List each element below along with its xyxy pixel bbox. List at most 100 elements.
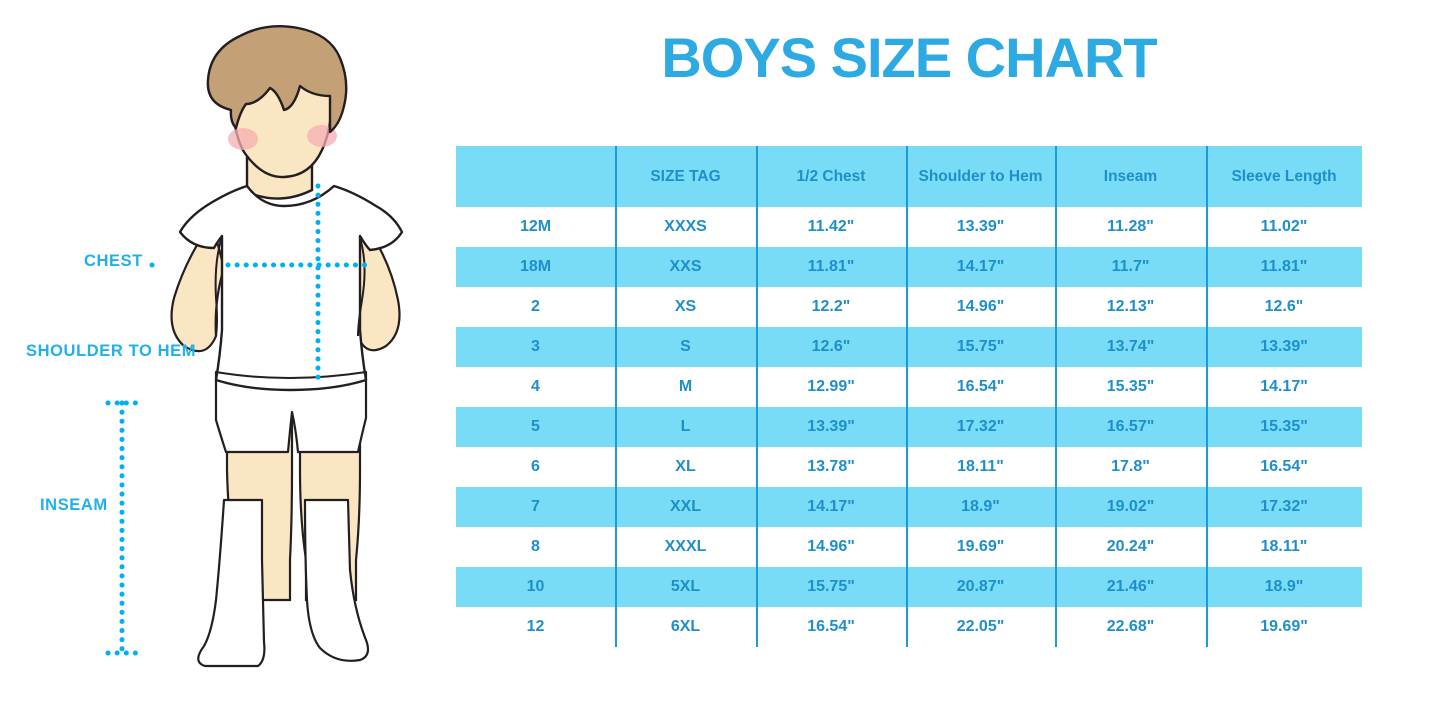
cell-half-chest: 12.99" [756, 367, 906, 407]
column-divider [756, 146, 758, 647]
column-divider [1206, 146, 1208, 647]
table-row: 6 XL 13.78" 18.11" 17.8" 16.54" [456, 447, 1362, 487]
cell-age: 12 [456, 607, 615, 647]
table-row: 12 6XL 16.54" 22.05" 22.68" 19.69" [456, 607, 1362, 647]
cell-age: 3 [456, 327, 615, 367]
table-row: 3 S 12.6" 15.75" 13.74" 13.39" [456, 327, 1362, 367]
table-row: 4 M 12.99" 16.54" 15.35" 14.17" [456, 367, 1362, 407]
cell-half-chest: 12.6" [756, 327, 906, 367]
cell-shoulder-to-hem: 18.9" [906, 487, 1055, 527]
cell-age: 10 [456, 567, 615, 607]
cell-age: 18M [456, 247, 615, 287]
cell-sleeve-length: 18.9" [1206, 567, 1362, 607]
sock-right [303, 498, 370, 662]
cell-half-chest: 16.54" [756, 607, 906, 647]
table-row: 10 5XL 15.75" 20.87" 21.46" 18.9" [456, 567, 1362, 607]
cell-size-tag: XXXL [615, 527, 756, 567]
sock-left [197, 498, 266, 668]
column-header-sleeve-length: Sleeve Length [1206, 146, 1362, 207]
cell-size-tag: XXS [615, 247, 756, 287]
cell-size-tag: 5XL [615, 567, 756, 607]
cell-age: 4 [456, 367, 615, 407]
cell-inseam: 21.46" [1055, 567, 1206, 607]
boy-illustration [105, 25, 404, 668]
cell-half-chest: 14.96" [756, 527, 906, 567]
cell-inseam: 12.13" [1055, 287, 1206, 327]
measurement-label-shoulder-to-hem: SHOULDER TO HEM [26, 342, 197, 360]
cell-inseam: 11.7" [1055, 247, 1206, 287]
page-title: BOYS SIZE CHART [661, 26, 1157, 89]
table-row: 7 XXL 14.17" 18.9" 19.02" 17.32" [456, 487, 1362, 527]
sleeve-line-left [214, 235, 223, 337]
column-divider [615, 146, 617, 647]
cell-shoulder-to-hem: 13.39" [906, 207, 1055, 247]
hair-shape [206, 25, 348, 134]
cell-sleeve-length: 13.39" [1206, 327, 1362, 367]
blush-left [228, 128, 258, 150]
cell-sleeve-length: 11.81" [1206, 247, 1362, 287]
cell-age: 2 [456, 287, 615, 327]
table-row: 2 XS 12.2" 14.96" 12.13" 12.6" [456, 287, 1362, 327]
cell-age: 5 [456, 407, 615, 447]
cell-shoulder-to-hem: 22.05" [906, 607, 1055, 647]
cell-size-tag: M [615, 367, 756, 407]
table-row: 12M XXXS 11.42" 13.39" 11.28" 11.02" [456, 207, 1362, 247]
cell-inseam: 19.02" [1055, 487, 1206, 527]
column-header-age [456, 146, 615, 207]
cell-inseam: 11.28" [1055, 207, 1206, 247]
cell-inseam: 15.35" [1055, 367, 1206, 407]
cell-age: 8 [456, 527, 615, 567]
cell-size-tag: L [615, 407, 756, 447]
cell-shoulder-to-hem: 20.87" [906, 567, 1055, 607]
cell-size-tag: XXXS [615, 207, 756, 247]
cell-inseam: 20.24" [1055, 527, 1206, 567]
table-row: 8 XXXL 14.96" 19.69" 20.24" 18.11" [456, 527, 1362, 567]
cell-sleeve-length: 15.35" [1206, 407, 1362, 447]
column-header-half-chest: 1/2 Chest [756, 146, 906, 207]
cell-age: 7 [456, 487, 615, 527]
cell-sleeve-length: 17.32" [1206, 487, 1362, 527]
cell-half-chest: 13.78" [756, 447, 906, 487]
cell-inseam: 16.57" [1055, 407, 1206, 447]
cell-half-chest: 11.42" [756, 207, 906, 247]
cell-sleeve-length: 14.17" [1206, 367, 1362, 407]
cell-size-tag: XS [615, 287, 756, 327]
column-divider [1055, 146, 1057, 647]
measurement-label-inseam: INSEAM [40, 496, 108, 514]
cell-half-chest: 15.75" [756, 567, 906, 607]
table-row: 18M XXS 11.81" 14.17" 11.7" 11.81" [456, 247, 1362, 287]
cell-shoulder-to-hem: 16.54" [906, 367, 1055, 407]
tshirt-shape [178, 184, 404, 392]
column-header-shoulder-to-hem: Shoulder to Hem [906, 146, 1055, 207]
cell-sleeve-length: 16.54" [1206, 447, 1362, 487]
shirt-hem-line [215, 371, 367, 379]
cell-shoulder-to-hem: 19.69" [906, 527, 1055, 567]
table-row: 5 L 13.39" 17.32" 16.57" 15.35" [456, 407, 1362, 447]
cell-shoulder-to-hem: 18.11" [906, 447, 1055, 487]
cell-sleeve-length: 18.11" [1206, 527, 1362, 567]
cell-sleeve-length: 19.69" [1206, 607, 1362, 647]
cell-inseam: 13.74" [1055, 327, 1206, 367]
cell-size-tag: XXL [615, 487, 756, 527]
cell-age: 6 [456, 447, 615, 487]
illustration-panel: CHEST SHOULDER TO HEM INSEAM [0, 0, 440, 723]
cell-shoulder-to-hem: 17.32" [906, 407, 1055, 447]
column-header-inseam: Inseam [1055, 146, 1206, 207]
cell-shoulder-to-hem: 14.17" [906, 247, 1055, 287]
cell-shoulder-to-hem: 14.96" [906, 287, 1055, 327]
cell-inseam: 17.8" [1055, 447, 1206, 487]
sleeve-line-right [357, 237, 366, 337]
cell-half-chest: 13.39" [756, 407, 906, 447]
cell-sleeve-length: 12.6" [1206, 287, 1362, 327]
cell-size-tag: 6XL [615, 607, 756, 647]
cell-size-tag: XL [615, 447, 756, 487]
cell-inseam: 22.68" [1055, 607, 1206, 647]
column-header-size-tag: SIZE TAG [615, 146, 756, 207]
table-header: SIZE TAG 1/2 Chest Shoulder to Hem Insea… [456, 146, 1362, 207]
cell-age: 12M [456, 207, 615, 247]
cell-size-tag: S [615, 327, 756, 367]
column-divider [906, 146, 908, 647]
table-body: 12M XXXS 11.42" 13.39" 11.28" 11.02" 18M XXS 11.… [456, 207, 1362, 647]
cell-half-chest: 12.2" [756, 287, 906, 327]
